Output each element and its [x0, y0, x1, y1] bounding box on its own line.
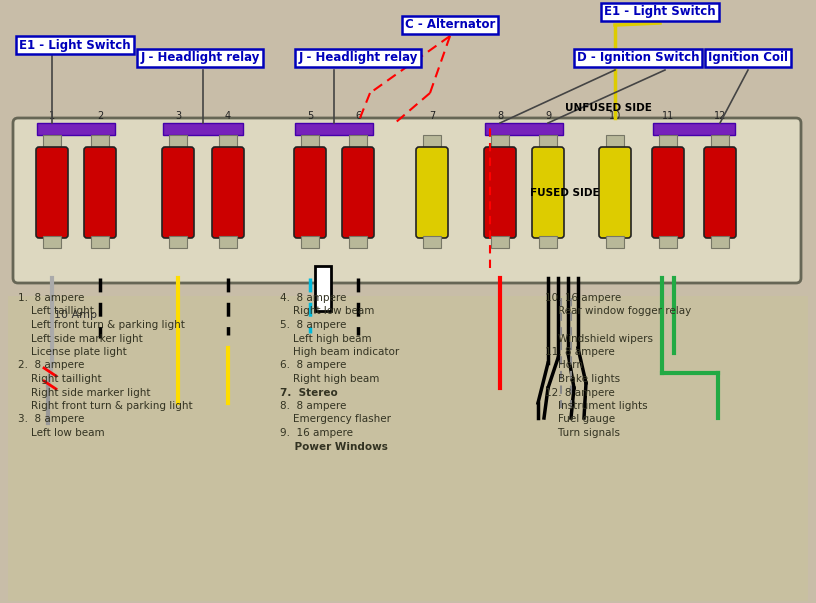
Bar [169, 135, 187, 147]
Text: J - Headlight relay: J - Headlight relay [299, 51, 418, 65]
Text: 7.  Stereo: 7. Stereo [280, 388, 338, 397]
Text: 6: 6 [355, 111, 361, 121]
Text: 2.  8 ampere: 2. 8 ampere [18, 361, 84, 370]
Text: UNFUSED SIDE: UNFUSED SIDE [565, 103, 652, 113]
Text: High beam indicator: High beam indicator [280, 347, 399, 357]
Text: 5: 5 [307, 111, 313, 121]
FancyBboxPatch shape [13, 118, 801, 283]
Bar [295, 123, 373, 135]
FancyBboxPatch shape [294, 147, 326, 238]
Text: Right high beam: Right high beam [280, 374, 379, 384]
Text: D - Ignition Switch: D - Ignition Switch [577, 51, 699, 65]
Bar [315, 266, 331, 311]
Bar [301, 236, 319, 248]
Text: 10: 10 [609, 111, 621, 121]
Text: 8: 8 [497, 111, 503, 121]
FancyBboxPatch shape [212, 147, 244, 238]
Text: J - Headlight relay: J - Headlight relay [140, 51, 259, 65]
Text: 8.  8 ampere: 8. 8 ampere [280, 401, 346, 411]
Text: FUSED SIDE: FUSED SIDE [530, 188, 600, 198]
Bar [8, 296, 808, 601]
Text: Emergency flasher: Emergency flasher [280, 414, 391, 425]
Bar [43, 236, 61, 248]
Bar [659, 236, 677, 248]
Bar [349, 236, 367, 248]
Text: 3.  8 ampere: 3. 8 ampere [18, 414, 84, 425]
FancyBboxPatch shape [36, 147, 68, 238]
FancyBboxPatch shape [599, 147, 631, 238]
Text: Windshield wipers: Windshield wipers [545, 333, 653, 344]
Bar [37, 123, 115, 135]
FancyBboxPatch shape [416, 147, 448, 238]
Bar [659, 135, 677, 147]
Text: Brake lights: Brake lights [545, 374, 620, 384]
Text: 3: 3 [175, 111, 181, 121]
Text: C - Alternator: C - Alternator [405, 19, 495, 31]
Bar [485, 123, 563, 135]
FancyBboxPatch shape [532, 147, 564, 238]
Text: 10. 16 ampere: 10. 16 ampere [545, 293, 621, 303]
Text: 7: 7 [429, 111, 435, 121]
Text: 9: 9 [545, 111, 551, 121]
Text: E1 - Light Switch: E1 - Light Switch [604, 5, 716, 19]
Bar [491, 135, 509, 147]
FancyBboxPatch shape [484, 147, 516, 238]
Text: Left side marker light: Left side marker light [18, 333, 143, 344]
Text: 1.  8 ampere: 1. 8 ampere [18, 293, 84, 303]
Text: Ignition Coil: Ignition Coil [708, 51, 788, 65]
FancyBboxPatch shape [652, 147, 684, 238]
Text: Right side marker light: Right side marker light [18, 388, 150, 397]
Text: 1: 1 [49, 111, 55, 121]
Text: Left high beam: Left high beam [280, 333, 371, 344]
Text: Power Windows: Power Windows [280, 441, 388, 452]
FancyBboxPatch shape [162, 147, 194, 238]
Text: 2: 2 [97, 111, 103, 121]
FancyBboxPatch shape [704, 147, 736, 238]
Text: 4: 4 [225, 111, 231, 121]
Bar [606, 236, 624, 248]
Bar [711, 135, 729, 147]
Text: 6.  8 ampere: 6. 8 ampere [280, 361, 346, 370]
Text: 12. 8 ampere: 12. 8 ampere [545, 388, 614, 397]
Bar [91, 236, 109, 248]
Bar [606, 135, 624, 147]
Text: Rear window fogger relay: Rear window fogger relay [545, 306, 691, 317]
Bar [219, 236, 237, 248]
Text: Right low beam: Right low beam [280, 306, 375, 317]
Bar [539, 236, 557, 248]
Text: Fuel gauge: Fuel gauge [545, 414, 615, 425]
Text: Left taillight: Left taillight [18, 306, 94, 317]
Text: 10 Amp: 10 Amp [54, 310, 96, 320]
Text: E1 - Light Switch: E1 - Light Switch [20, 39, 131, 51]
Bar [91, 135, 109, 147]
Text: 11. 8 ampere: 11. 8 ampere [545, 347, 614, 357]
Bar [219, 135, 237, 147]
Bar [653, 123, 735, 135]
Bar [491, 236, 509, 248]
FancyBboxPatch shape [84, 147, 116, 238]
Text: Turn signals: Turn signals [545, 428, 620, 438]
Text: License plate light: License plate light [18, 347, 126, 357]
FancyBboxPatch shape [342, 147, 374, 238]
Text: 9.  16 ampere: 9. 16 ampere [280, 428, 353, 438]
Bar [423, 236, 441, 248]
Bar [301, 135, 319, 147]
Text: Right front turn & parking light: Right front turn & parking light [18, 401, 193, 411]
Text: 11: 11 [662, 111, 674, 121]
Text: Instrument lights: Instrument lights [545, 401, 648, 411]
Text: Left low beam: Left low beam [18, 428, 104, 438]
Bar [711, 236, 729, 248]
Bar [43, 135, 61, 147]
Bar [349, 135, 367, 147]
Bar [539, 135, 557, 147]
Text: Horn: Horn [545, 361, 583, 370]
Text: Right taillight: Right taillight [18, 374, 102, 384]
Text: Left front turn & parking light: Left front turn & parking light [18, 320, 185, 330]
Text: 5.  8 ampere: 5. 8 ampere [280, 320, 346, 330]
Bar [169, 236, 187, 248]
Text: 12: 12 [714, 111, 726, 121]
Bar [163, 123, 243, 135]
Text: 4.  8 ampere: 4. 8 ampere [280, 293, 346, 303]
Bar [423, 135, 441, 147]
